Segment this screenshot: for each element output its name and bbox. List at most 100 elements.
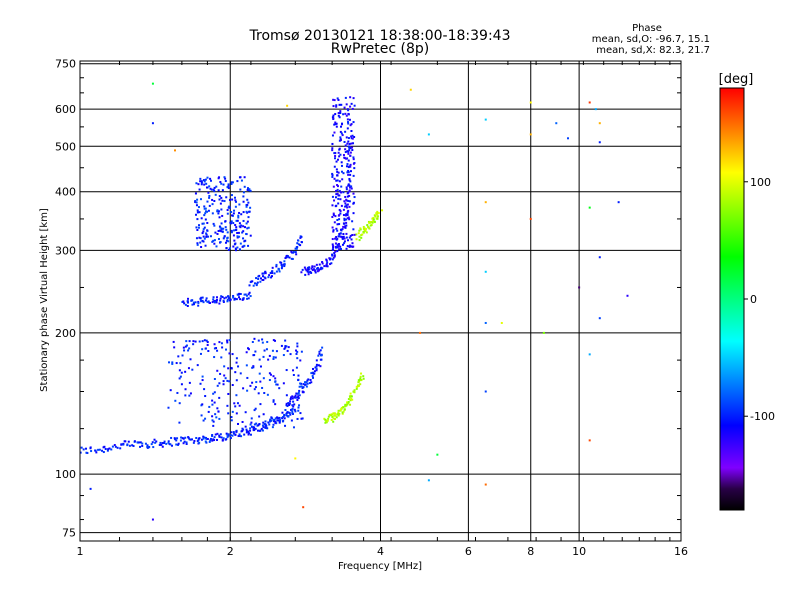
- data-point: [336, 183, 339, 186]
- data-point: [257, 275, 260, 278]
- data-point: [291, 411, 294, 414]
- data-point: [182, 437, 185, 440]
- data-point: [274, 377, 277, 380]
- data-point: [225, 247, 228, 250]
- data-point: [244, 293, 247, 296]
- data-point: [209, 301, 212, 304]
- data-point: [226, 237, 229, 240]
- data-point: [238, 434, 241, 437]
- data-point: [222, 380, 225, 383]
- data-point: [243, 176, 246, 179]
- data-point: [138, 441, 141, 444]
- data-point: [304, 381, 307, 384]
- data-point: [259, 277, 262, 280]
- data-point: [333, 177, 336, 180]
- data-point: [271, 426, 274, 429]
- data-point: [248, 284, 251, 287]
- data-point: [194, 301, 197, 304]
- data-point: [236, 235, 239, 238]
- data-point: [302, 506, 305, 509]
- data-point: [374, 215, 377, 218]
- data-point: [211, 240, 214, 243]
- data-point: [277, 268, 280, 271]
- data-point: [345, 186, 348, 189]
- data-point: [226, 404, 229, 407]
- data-point: [331, 226, 334, 229]
- data-point: [173, 149, 176, 152]
- data-point: [325, 421, 328, 424]
- data-point: [321, 261, 324, 264]
- data-point: [198, 236, 201, 239]
- data-point: [245, 205, 248, 208]
- data-point: [90, 450, 93, 453]
- data-point: [295, 253, 298, 256]
- data-point: [226, 300, 229, 303]
- data-point: [224, 226, 227, 229]
- data-point: [297, 409, 300, 412]
- data-point: [343, 240, 346, 243]
- data-point: [242, 237, 245, 240]
- data-point: [185, 344, 188, 347]
- data-point: [287, 346, 290, 349]
- data-point: [342, 235, 345, 238]
- data-point: [339, 138, 342, 141]
- colorbar-tick-label: 100: [750, 176, 771, 189]
- data-point: [203, 237, 206, 240]
- data-point: [484, 270, 487, 273]
- data-point: [337, 114, 340, 117]
- data-point: [192, 303, 195, 306]
- data-point: [231, 384, 234, 387]
- data-point: [283, 414, 286, 417]
- y-tick-label: 500: [55, 140, 76, 153]
- data-point: [253, 388, 256, 391]
- data-point: [211, 403, 214, 406]
- data-point: [272, 339, 275, 342]
- data-point: [339, 110, 342, 113]
- plot-frame: [79, 60, 682, 542]
- data-point: [228, 198, 231, 201]
- data-point: [357, 385, 360, 388]
- data-point: [216, 349, 219, 352]
- data-point: [207, 350, 210, 353]
- data-point: [343, 156, 346, 159]
- data-point: [343, 222, 346, 225]
- data-point: [338, 189, 341, 192]
- data-point: [169, 443, 172, 446]
- data-point: [249, 429, 252, 432]
- data-point: [270, 416, 273, 419]
- data-point: [357, 379, 360, 382]
- data-point: [233, 297, 236, 300]
- data-point: [277, 419, 280, 422]
- data-point: [344, 148, 347, 151]
- data-point: [219, 180, 222, 183]
- data-point: [336, 170, 339, 173]
- data-point: [196, 198, 199, 201]
- data-point: [215, 296, 218, 299]
- data-point: [312, 268, 315, 271]
- data-point: [199, 382, 202, 385]
- data-point: [303, 266, 306, 269]
- data-point: [348, 205, 351, 208]
- data-point: [196, 218, 199, 221]
- data-point: [342, 225, 345, 228]
- data-point: [555, 122, 558, 125]
- data-point: [362, 231, 365, 234]
- data-point: [350, 245, 353, 248]
- data-point: [350, 238, 353, 241]
- data-point: [344, 112, 347, 115]
- data-point: [345, 232, 348, 235]
- data-point: [295, 352, 298, 355]
- data-point: [209, 179, 212, 182]
- data-point: [352, 121, 355, 124]
- data-point: [235, 298, 238, 301]
- data-point: [195, 201, 198, 204]
- data-point: [205, 186, 208, 189]
- data-point: [194, 200, 197, 203]
- data-point: [346, 192, 349, 195]
- data-point: [270, 271, 273, 274]
- data-point: [263, 422, 266, 425]
- data-point: [264, 272, 267, 275]
- data-point: [331, 215, 334, 218]
- data-point: [332, 245, 335, 248]
- data-point: [215, 301, 218, 304]
